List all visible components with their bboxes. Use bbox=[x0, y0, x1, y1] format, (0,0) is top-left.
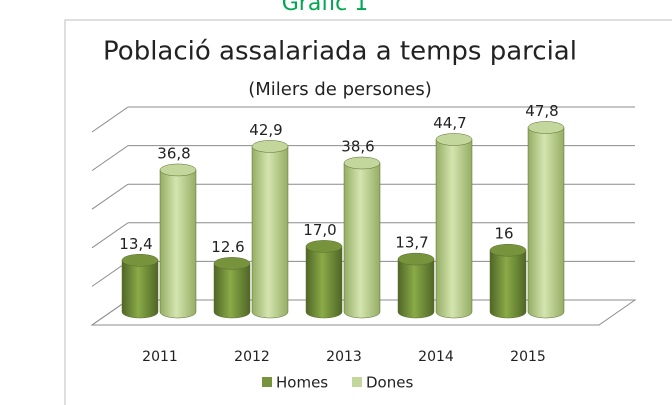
chart-subtitle: (Milers de persones) bbox=[248, 79, 432, 100]
bar bbox=[159, 169, 197, 319]
grid-line bbox=[91, 145, 129, 172]
bar bbox=[305, 246, 343, 319]
data-label: 13,7 bbox=[395, 234, 428, 252]
legend-label: Homes bbox=[276, 374, 328, 392]
bar-top bbox=[397, 252, 435, 266]
heading: Gràfic 1 bbox=[282, 0, 369, 16]
legend-swatch bbox=[262, 377, 272, 387]
floor bbox=[90, 299, 637, 326]
legend-swatch bbox=[352, 377, 362, 387]
bar bbox=[251, 146, 289, 319]
bar bbox=[435, 139, 473, 319]
data-label: 16 bbox=[494, 225, 513, 243]
grid-line bbox=[91, 106, 129, 133]
data-label: 42,9 bbox=[249, 121, 282, 139]
bar-top bbox=[213, 257, 251, 270]
bar bbox=[213, 263, 251, 319]
bar bbox=[343, 162, 381, 319]
bar bbox=[489, 249, 527, 319]
grid-line bbox=[91, 183, 129, 210]
bar-top bbox=[489, 243, 527, 257]
bar bbox=[527, 127, 565, 319]
bar-top bbox=[343, 156, 381, 170]
data-label: 12.6 bbox=[211, 238, 244, 256]
data-label: 13,4 bbox=[119, 235, 152, 253]
x-tick-label: 2013 bbox=[326, 349, 362, 365]
bar-top bbox=[251, 140, 289, 153]
data-label: 38,6 bbox=[341, 138, 374, 156]
x-tick-label: 2015 bbox=[510, 349, 546, 365]
data-label: 44,7 bbox=[433, 114, 466, 132]
bar bbox=[121, 260, 159, 319]
data-label: 47,8 bbox=[525, 102, 558, 120]
x-tick-label: 2012 bbox=[234, 349, 270, 365]
bar-top bbox=[527, 121, 565, 134]
bar-top bbox=[159, 163, 197, 177]
bar-top bbox=[435, 133, 473, 146]
x-tick-label: 2014 bbox=[418, 349, 454, 365]
bar-top bbox=[305, 240, 343, 253]
x-tick-label: 2011 bbox=[142, 349, 178, 365]
bar bbox=[397, 258, 435, 319]
legend-label: Dones bbox=[366, 374, 413, 392]
grid-line bbox=[91, 222, 129, 249]
bar-top bbox=[121, 254, 159, 267]
data-label: 36,8 bbox=[157, 144, 190, 162]
data-label: 17,0 bbox=[303, 221, 336, 239]
chart-title: Població assalariada a temps parcial bbox=[103, 37, 577, 67]
